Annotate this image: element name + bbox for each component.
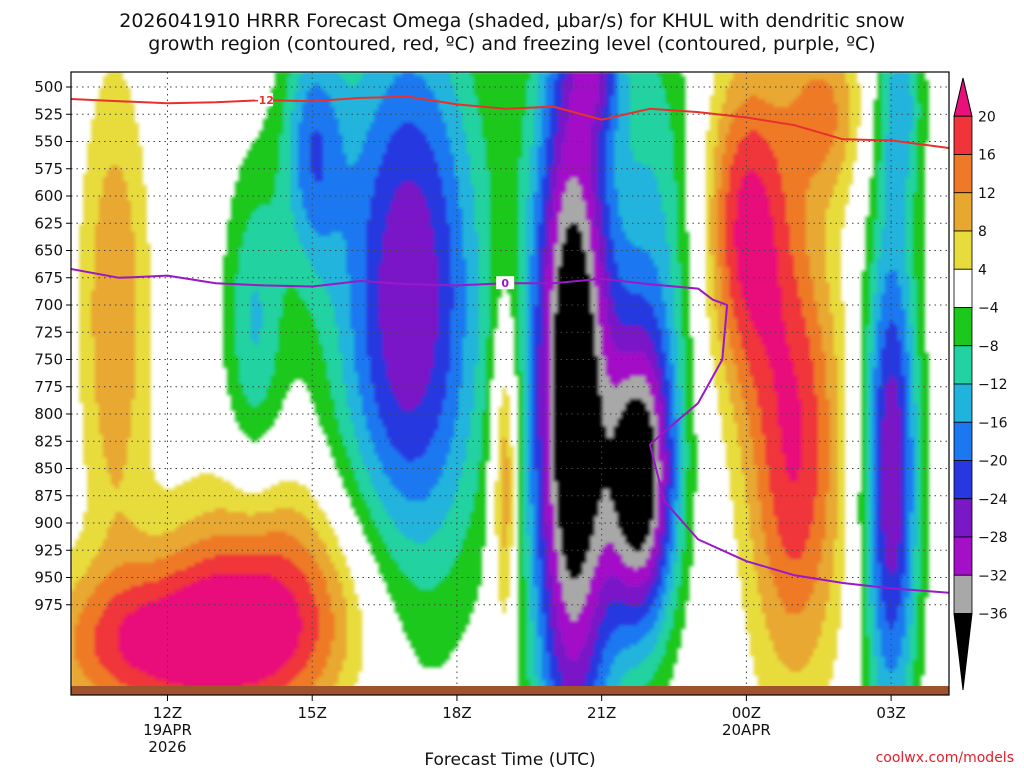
x-axis-label: Forecast Time (UTC) xyxy=(424,750,595,768)
dendritic-growth-line xyxy=(71,95,949,149)
x-tick-label: 03Z xyxy=(876,704,905,722)
colorbar-label: 4 xyxy=(978,262,987,278)
contour-lines: -12 0 xyxy=(71,93,949,594)
colorbar-label: −28 xyxy=(978,530,1008,546)
colorbar-label: −12 xyxy=(978,377,1008,393)
y-axis: 500 525 550 575 600 625 650 675 700 725 750 775 800 8… xyxy=(34,78,71,614)
y-tick-label: 775 xyxy=(34,378,63,396)
colorbar-swatch xyxy=(953,574,973,614)
colorbar-swatch xyxy=(953,383,973,423)
colorbar-label: 8 xyxy=(978,224,987,240)
y-tick-label: 500 xyxy=(34,78,63,96)
colorbar-swatch xyxy=(953,421,973,461)
plot-frame xyxy=(70,71,950,696)
x-tick-date: 19APR xyxy=(143,721,192,739)
freezing-level-line xyxy=(71,268,949,594)
colorbar-label: −4 xyxy=(978,301,999,317)
colorbar-swatch xyxy=(953,154,973,194)
y-tick-label: 825 xyxy=(34,432,63,450)
colorbar-top-arrow xyxy=(953,77,973,117)
x-tick-label: 00Z xyxy=(732,704,761,722)
colorbar-swatch xyxy=(953,192,973,232)
omega-shaded-field xyxy=(71,72,949,695)
colorbar-swatch xyxy=(953,460,973,500)
credit-text: coolwx.com/models xyxy=(876,750,1014,766)
colorbar-label: 16 xyxy=(978,148,996,164)
y-tick-label: 550 xyxy=(34,133,63,151)
y-tick-label: 675 xyxy=(34,269,63,287)
contour-label: -12 xyxy=(254,94,274,107)
y-tick-label: 800 xyxy=(34,405,63,423)
colorbar-label: −32 xyxy=(978,568,1008,584)
colorbar-label: −8 xyxy=(978,339,999,355)
contour-label: 0 xyxy=(501,277,509,290)
y-tick-label: 700 xyxy=(34,296,63,314)
y-tick-label: 575 xyxy=(34,160,63,178)
x-tick-label: 18Z xyxy=(442,704,471,722)
chart-title-line2: growth region (contoured, red, ºC) and f… xyxy=(148,33,875,55)
x-tick-year: 2026 xyxy=(148,738,186,756)
colorbar-label: −16 xyxy=(978,415,1008,431)
colorbar-label: 12 xyxy=(978,186,996,202)
chart-title-line1: 2026041910 HRRR Forecast Omega (shaded, … xyxy=(119,10,905,32)
ground-surface xyxy=(71,686,949,695)
colorbar-swatch xyxy=(953,345,973,385)
y-tick-label: 875 xyxy=(34,487,63,505)
y-tick-label: 900 xyxy=(34,514,63,532)
colorbar-label: −20 xyxy=(978,454,1008,470)
colorbar-swatch xyxy=(953,307,973,347)
x-tick-label: 15Z xyxy=(298,704,327,722)
colorbar-swatch xyxy=(953,230,973,270)
colorbar-label: −24 xyxy=(978,492,1008,508)
colorbar-swatch xyxy=(953,498,973,538)
colorbar: 20 16 12 8 4 −4 −8 −12 −16 −20 −24 −28 −32 −36 xyxy=(953,77,1008,691)
colorbar-label: −36 xyxy=(978,607,1008,623)
y-tick-label: 650 xyxy=(34,242,63,260)
omega-raster xyxy=(71,72,949,695)
y-tick-label: 600 xyxy=(34,187,63,205)
colorbar-swatch xyxy=(953,268,973,308)
y-tick-label: 725 xyxy=(34,323,63,341)
contour-label-bg xyxy=(496,276,515,290)
x-tick-label: 12Z xyxy=(153,704,182,722)
y-tick-label: 625 xyxy=(34,214,63,232)
colorbar-swatch xyxy=(953,115,973,155)
x-tick-label: 21Z xyxy=(587,704,616,722)
contour-label-bg xyxy=(254,93,273,107)
colorbar-bottom-arrow xyxy=(953,613,973,691)
colorbar-swatch xyxy=(953,536,973,576)
y-tick-label: 750 xyxy=(34,351,63,369)
y-tick-label: 975 xyxy=(34,596,63,614)
x-tick-date: 20APR xyxy=(722,721,771,739)
colorbar-label: 20 xyxy=(978,109,996,125)
y-tick-label: 925 xyxy=(34,541,63,559)
y-tick-label: 850 xyxy=(34,460,63,478)
y-tick-label: 950 xyxy=(34,569,63,587)
y-tick-label: 525 xyxy=(34,105,63,123)
